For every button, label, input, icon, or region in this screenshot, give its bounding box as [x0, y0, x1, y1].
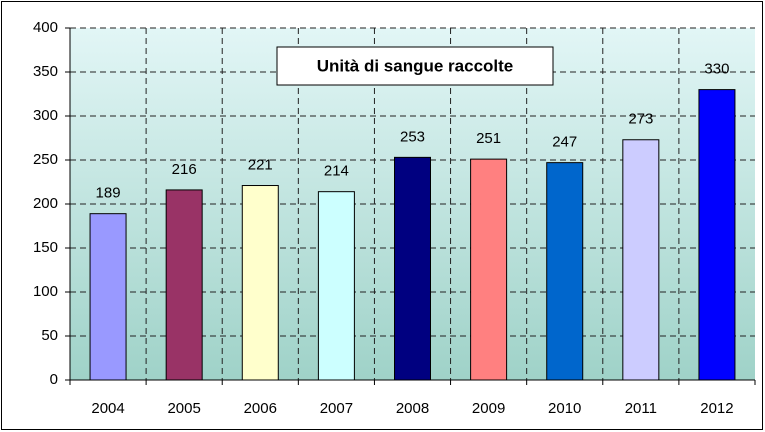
- bar: [622, 139, 660, 381]
- bar: [165, 189, 203, 381]
- bar: [394, 156, 431, 381]
- bar: [241, 185, 279, 381]
- data-label: 189: [96, 185, 121, 202]
- data-label: 251: [476, 130, 501, 147]
- data-label: 216: [172, 161, 197, 178]
- x-tick-label: 2009: [472, 400, 505, 417]
- y-tick-label: 50: [41, 327, 58, 344]
- bar: [89, 213, 127, 381]
- x-tick-label: 2004: [91, 400, 124, 417]
- y-tick-label: 100: [33, 283, 58, 300]
- data-label: 247: [552, 134, 577, 151]
- y-tick-label: 200: [33, 195, 58, 212]
- title-box: [276, 46, 554, 86]
- bar: [698, 89, 736, 381]
- data-label: 214: [324, 163, 349, 180]
- x-tick-label: 2012: [700, 400, 733, 417]
- data-label: 273: [628, 111, 653, 128]
- x-tick-label: 2008: [396, 400, 429, 417]
- x-tick-label: 2007: [320, 400, 353, 417]
- data-label: 330: [704, 61, 729, 78]
- x-tick-label: 2006: [244, 400, 277, 417]
- y-tick-label: 350: [33, 63, 58, 80]
- y-tick-label: 0: [50, 371, 58, 388]
- x-tick-label: 2010: [548, 400, 581, 417]
- x-tick-label: 2005: [167, 400, 200, 417]
- x-tick-label: 2011: [625, 400, 657, 417]
- y-tick-label: 300: [33, 107, 58, 124]
- y-tick-label: 150: [33, 239, 58, 256]
- data-label: 221: [248, 156, 273, 173]
- bar: [470, 158, 508, 381]
- data-label: 253: [400, 128, 425, 145]
- bar: [546, 162, 584, 381]
- y-tick-label: 250: [33, 151, 58, 168]
- y-tick-label: 400: [33, 19, 58, 36]
- bar: [317, 191, 355, 381]
- chart-title: Unità di sangue raccolte: [317, 56, 514, 75]
